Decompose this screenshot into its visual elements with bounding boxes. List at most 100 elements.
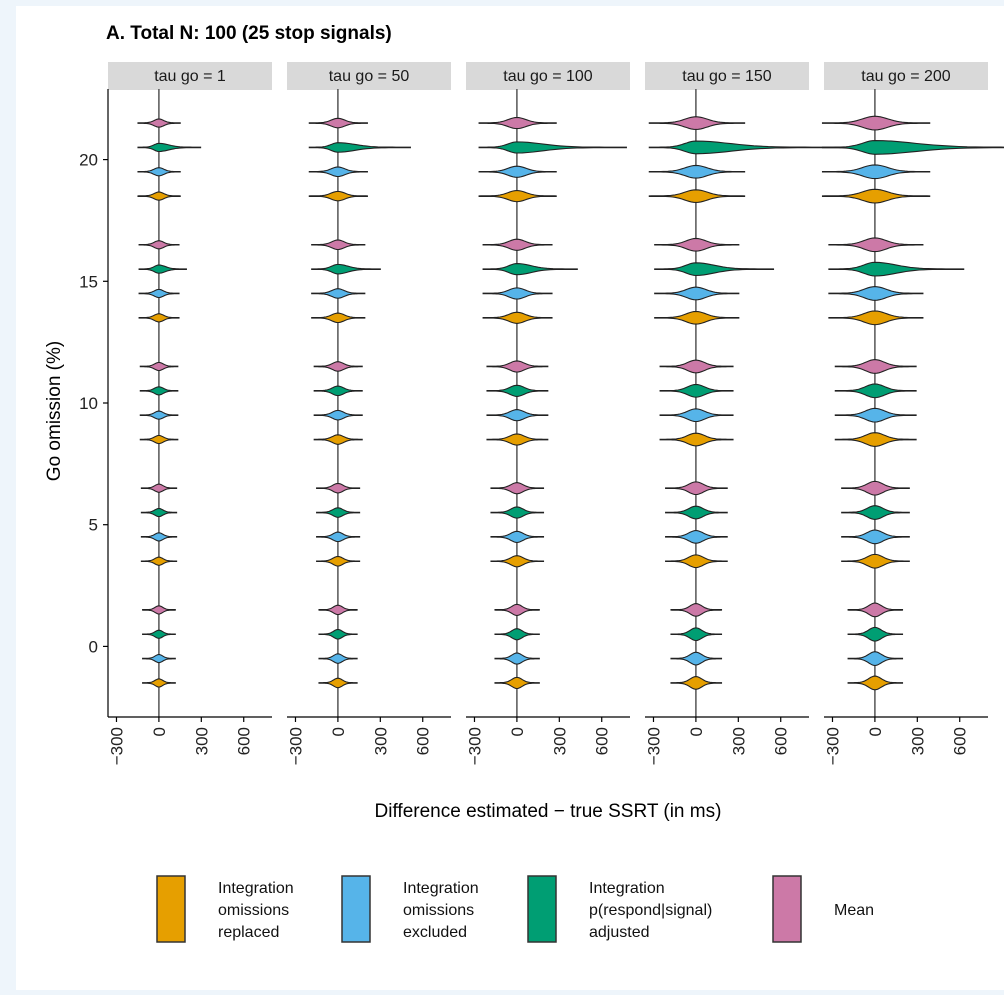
violin: [139, 314, 179, 322]
x-tick-label: 0: [329, 727, 348, 736]
violin: [143, 606, 176, 614]
legend-label: adjusted: [589, 924, 650, 941]
x-tick-label: −300: [823, 727, 842, 765]
violin: [848, 676, 902, 690]
violin: [487, 410, 548, 421]
violin: [317, 557, 360, 567]
violin: [823, 189, 930, 203]
violin: [319, 630, 357, 640]
y-tick-label: 20: [79, 151, 98, 170]
violin: [823, 116, 930, 130]
violin: [309, 118, 367, 128]
violin: [138, 119, 180, 127]
chart-svg: A. Total N: 100 (25 stop signals) tau go…: [16, 6, 1004, 990]
violin: [848, 652, 902, 666]
violin: [309, 167, 367, 177]
violin: [829, 262, 964, 276]
x-tick-label: −300: [107, 727, 126, 765]
facet-strip-label: tau go = 150: [682, 68, 772, 85]
violin: [660, 385, 733, 398]
violin: [487, 385, 548, 396]
violin: [671, 628, 722, 641]
violin: [491, 507, 544, 518]
legend: IntegrationomissionsreplacedIntegrationo…: [157, 876, 874, 942]
chart: A. Total N: 100 (25 stop signals) tau go…: [16, 6, 1004, 990]
x-tick-label: 0: [508, 727, 527, 736]
x-tick-label: 300: [192, 727, 211, 755]
violin: [649, 165, 744, 178]
violin: [829, 238, 923, 252]
violin: [823, 165, 930, 179]
violin: [314, 435, 362, 445]
violin: [655, 238, 739, 251]
violin: [483, 264, 577, 275]
violin: [139, 289, 179, 297]
violin: [479, 191, 556, 202]
violin: [143, 679, 176, 687]
x-axis-title: Difference estimated − true SSRT (in ms): [375, 801, 722, 822]
violin: [666, 555, 728, 568]
violin: [483, 312, 552, 323]
violin: [317, 484, 360, 493]
violin: [314, 386, 362, 396]
violin: [655, 287, 739, 300]
violin: [495, 677, 539, 688]
legend-label: p(respond|signal): [589, 902, 712, 919]
x-tick-label: 600: [951, 727, 970, 755]
violin: [671, 652, 722, 665]
violin: [314, 410, 362, 420]
violin: [649, 117, 744, 130]
violin: [141, 533, 176, 541]
violin: [671, 604, 722, 617]
legend-label: omissions: [218, 902, 289, 919]
violin: [848, 603, 902, 617]
x-tick-label: 600: [235, 727, 254, 755]
violin: [495, 653, 539, 664]
violin: [660, 360, 733, 373]
violin: [479, 118, 556, 129]
violin: [487, 434, 548, 445]
legend-label: Integration: [218, 880, 294, 897]
y-tick-label: 15: [79, 272, 98, 291]
facet-strip-label: tau go = 1: [154, 68, 226, 85]
y-tick-label: 0: [89, 637, 98, 656]
violin: [671, 677, 722, 690]
x-tick-label: −300: [286, 727, 305, 765]
violin: [483, 288, 552, 299]
violin: [312, 289, 365, 299]
violin: [139, 265, 186, 273]
violin: [143, 630, 176, 638]
violin: [479, 166, 556, 177]
legend-label: replaced: [218, 924, 279, 941]
violin: [140, 435, 178, 443]
legend-label: excluded: [403, 924, 467, 941]
violin: [479, 142, 626, 153]
violin: [823, 141, 1004, 155]
violin: [649, 190, 744, 203]
violin: [309, 143, 410, 153]
x-tick-label: 0: [150, 727, 169, 736]
facet-panel: tau go = 1 −300 0 300 600: [107, 62, 272, 765]
legend-label: Mean: [834, 902, 874, 919]
facet-strip-label: tau go = 200: [861, 68, 951, 85]
violin: [491, 483, 544, 494]
x-tick-label: 300: [908, 727, 927, 755]
x-tick-label: 300: [729, 727, 748, 755]
x-tick-label: 0: [687, 727, 706, 736]
violin: [138, 143, 201, 151]
violin: [141, 484, 176, 492]
violin: [138, 192, 180, 200]
legend-key: [773, 876, 801, 942]
violin: [655, 263, 774, 276]
violin: [141, 557, 176, 565]
violin: [829, 287, 923, 301]
violin: [319, 605, 357, 614]
violin: [655, 312, 739, 325]
y-tick-label: 10: [79, 394, 98, 413]
violin: [319, 678, 357, 688]
violin: [319, 654, 357, 664]
violin: [483, 239, 552, 250]
